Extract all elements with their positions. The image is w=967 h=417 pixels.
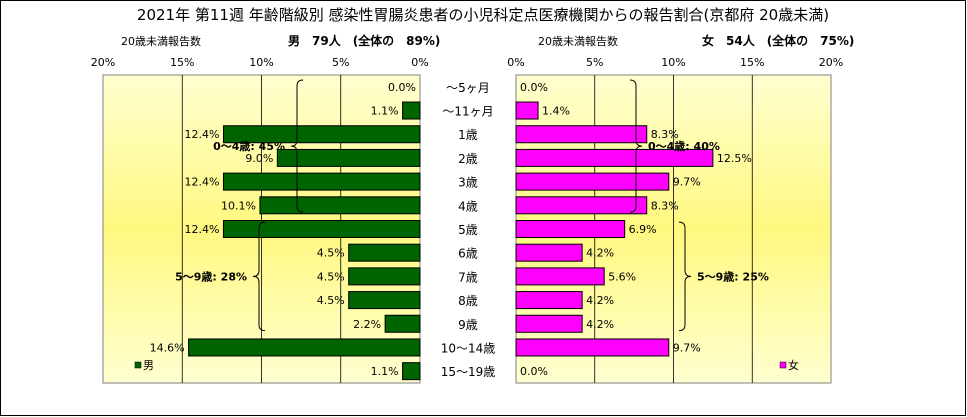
group-annotation: 5～9歳: 25% bbox=[697, 269, 769, 283]
bar bbox=[276, 148, 421, 167]
data-label: 4.2% bbox=[586, 247, 614, 260]
category-label: 7歳 bbox=[458, 270, 478, 284]
bar bbox=[515, 196, 648, 215]
category-label: 3歳 bbox=[458, 176, 478, 190]
category-label: ～11ヶ月 bbox=[442, 105, 493, 119]
age-category-labels: ～5ヶ月 ～11ヶ月 1歳 2歳 3歳 4歳 5歳 6歳 7歳 8歳 9歳 10～14歳 15～19歳 bbox=[441, 81, 496, 379]
category-label: 15～19歳 bbox=[441, 365, 496, 379]
male-panel: 20% 15% 10% 5% 0% 20歳未満報告数 男 79人 (全体の 89%) 0.0%… bbox=[91, 33, 440, 384]
category-label: 1歳 bbox=[458, 128, 478, 142]
bar bbox=[384, 314, 421, 333]
data-label: 5.6% bbox=[608, 270, 636, 283]
group-bracket bbox=[629, 79, 643, 213]
tick-label: 10% bbox=[249, 56, 273, 69]
tick-label: 0% bbox=[507, 56, 524, 69]
data-label: 14.6% bbox=[150, 341, 185, 354]
tick-label: 10% bbox=[661, 56, 685, 69]
bar bbox=[515, 267, 605, 286]
category-label: 6歳 bbox=[458, 247, 478, 261]
data-label: 9.7% bbox=[673, 341, 701, 354]
tick-label: 15% bbox=[740, 56, 764, 69]
group-bracket bbox=[252, 221, 266, 332]
legend-label: 男 bbox=[143, 359, 154, 372]
tick-label: 5% bbox=[586, 56, 603, 69]
female-panel: 0% 5% 10% 15% 20% 20歳未満報告数 女 54人 (全体の 75%) 0.0%… bbox=[507, 33, 854, 384]
data-label: 9.7% bbox=[673, 176, 701, 189]
data-label: 6.9% bbox=[629, 223, 657, 236]
data-label: 1.1% bbox=[371, 365, 399, 378]
data-label: 12.5% bbox=[717, 152, 752, 165]
data-label: 1.1% bbox=[371, 105, 399, 118]
data-label: 0.0% bbox=[520, 81, 548, 94]
data-label: 12.4% bbox=[185, 223, 220, 236]
bar bbox=[515, 314, 583, 333]
bar bbox=[222, 125, 421, 144]
category-label: 2歳 bbox=[458, 152, 478, 166]
count-label: 20歳未満報告数 bbox=[538, 35, 618, 48]
bar bbox=[222, 220, 421, 238]
data-label: 2.2% bbox=[353, 318, 381, 331]
panel-header: 男 79人 (全体の 89%) bbox=[288, 33, 440, 48]
data-label: 4.5% bbox=[317, 247, 345, 260]
bar bbox=[515, 220, 626, 238]
category-label: 4歳 bbox=[458, 199, 478, 213]
data-label: 12.4% bbox=[185, 176, 220, 189]
bar bbox=[515, 243, 583, 262]
tick-label: 15% bbox=[170, 56, 194, 69]
data-label: 8.3% bbox=[651, 199, 679, 212]
bar bbox=[515, 148, 714, 167]
data-label: 10.1% bbox=[221, 199, 256, 212]
data-label: 8.3% bbox=[651, 128, 679, 141]
legend-label: 女 bbox=[788, 358, 799, 372]
data-label: 12.4% bbox=[185, 128, 220, 141]
category-label: ～5ヶ月 bbox=[446, 81, 490, 95]
bar bbox=[222, 172, 421, 191]
group-bracket bbox=[678, 221, 692, 332]
category-label: 5歳 bbox=[458, 223, 478, 237]
bar bbox=[515, 291, 583, 310]
category-label: 8歳 bbox=[458, 294, 478, 308]
group-bracket bbox=[290, 79, 304, 213]
data-label: 4.2% bbox=[586, 318, 614, 331]
tick-label: 20% bbox=[819, 56, 843, 69]
group-annotation: 0～4歳: 40% bbox=[648, 139, 720, 153]
tick-label: 5% bbox=[332, 56, 349, 69]
bar bbox=[188, 338, 421, 357]
count-label: 20歳未満報告数 bbox=[121, 35, 201, 48]
bar bbox=[515, 338, 670, 357]
tick-label: 20% bbox=[91, 56, 115, 69]
bar bbox=[515, 101, 539, 120]
group-annotation: 0～4歳: 45% bbox=[213, 139, 285, 153]
panel-header: 女 54人 (全体の 75%) bbox=[702, 33, 854, 48]
data-label: 4.5% bbox=[317, 270, 345, 283]
category-label: 9歳 bbox=[458, 318, 478, 332]
data-label: 4.2% bbox=[586, 294, 614, 307]
chart-title: 2021年 第11週 年齢階級別 感染性胃腸炎患者の小児科定点医療機関からの報告… bbox=[137, 6, 829, 24]
data-label: 1.4% bbox=[542, 105, 570, 118]
legend-swatch bbox=[134, 361, 142, 369]
bar bbox=[348, 243, 421, 262]
bar bbox=[515, 172, 670, 191]
data-label: 4.5% bbox=[317, 294, 345, 307]
bar bbox=[515, 125, 648, 144]
bar bbox=[259, 196, 421, 215]
legend-swatch bbox=[779, 361, 787, 369]
group-annotation: 5～9歳: 28% bbox=[175, 269, 247, 283]
bar bbox=[348, 291, 421, 310]
category-label: 10～14歳 bbox=[441, 341, 496, 355]
data-label: 0.0% bbox=[520, 365, 548, 378]
tick-label: 0% bbox=[411, 56, 428, 69]
bar bbox=[402, 362, 421, 381]
data-label: 0.0% bbox=[388, 81, 416, 94]
data-label: 9.0% bbox=[245, 152, 273, 165]
bar bbox=[348, 267, 421, 286]
bar bbox=[402, 101, 421, 120]
